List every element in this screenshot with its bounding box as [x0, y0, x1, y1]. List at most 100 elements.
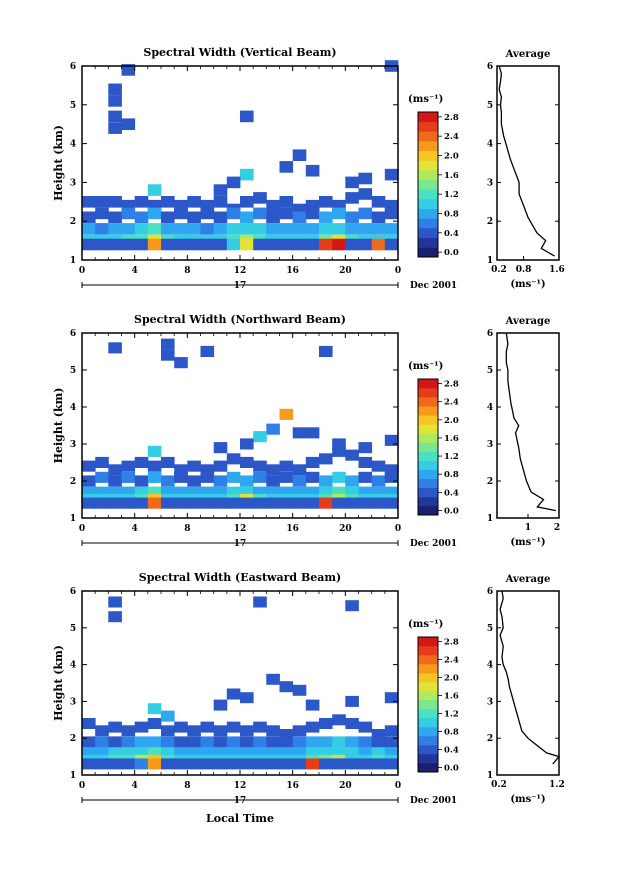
x-tick-label: 16	[286, 266, 299, 276]
colorbar-swatch	[418, 763, 438, 773]
average-profile-line	[498, 65, 555, 257]
heatmap-cell	[147, 460, 162, 472]
heatmap-cell	[200, 238, 215, 251]
heatmap-cell	[108, 486, 122, 498]
x-tick-label: 0	[395, 524, 401, 534]
heatmap-cell	[279, 238, 294, 251]
heatmap-cell	[358, 758, 373, 770]
heatmap-cell	[371, 460, 386, 472]
heatmap-cell	[147, 471, 162, 483]
colorbar-swatch	[418, 237, 438, 248]
colorbar-swatch	[418, 228, 438, 238]
x-tick-label: 4	[132, 524, 138, 534]
average-x-tick-label: 1.2	[549, 780, 565, 790]
y-tick-label: 3	[70, 178, 76, 188]
heatmap-cell	[187, 747, 201, 759]
heatmap-cell	[82, 747, 96, 759]
heatmap-cell	[213, 184, 228, 196]
heatmap-cell	[161, 456, 175, 468]
heatmap-cell	[319, 736, 333, 748]
date-label: 17	[234, 281, 247, 291]
heatmap-cell	[147, 207, 162, 220]
heatmap-cell	[358, 486, 373, 498]
heatmap-cell	[266, 223, 280, 235]
y-tick-label: 4	[70, 140, 76, 150]
heatmap-cell	[134, 486, 149, 498]
average-title: Average	[505, 574, 551, 585]
heatmap-cell	[345, 695, 359, 707]
average-y-tick-label: 6	[487, 587, 493, 597]
colorbar-swatch	[418, 460, 438, 470]
heatmap-cell	[108, 342, 122, 354]
average-y-tick-label: 5	[487, 101, 493, 111]
heatmap-cell	[82, 223, 96, 235]
heatmap-cell	[226, 497, 241, 509]
heatmap-cell	[345, 223, 359, 235]
colorbar-tick-label: 2.0	[444, 152, 459, 162]
colorbar-tick-label: 0.8	[444, 470, 459, 480]
heatmap-cell	[226, 471, 241, 483]
heatmap-cell	[292, 684, 307, 696]
heatmap-cell	[108, 122, 122, 134]
colorbar-swatch	[418, 131, 438, 142]
heatmap-cell	[345, 176, 359, 189]
heatmap-cell	[95, 736, 109, 748]
heatmap-cell	[371, 211, 386, 224]
heatmap-cell	[226, 747, 241, 759]
heatmap-cell	[253, 758, 267, 770]
heatmap-cell	[134, 736, 149, 748]
heatmap-cell	[95, 725, 109, 737]
heatmap-cell	[95, 758, 109, 770]
colorbar-swatch	[418, 397, 438, 407]
heatmap-cell	[174, 471, 188, 483]
heatmap-cell	[200, 721, 215, 733]
heatmap-cell	[332, 497, 346, 509]
heatmap-cell	[319, 223, 333, 235]
heatmap-cell	[305, 699, 320, 711]
heatmap-cell	[384, 464, 399, 476]
heatmap-cell	[305, 758, 320, 770]
heatmap-cell	[358, 456, 373, 468]
heatmap-cell	[332, 445, 346, 457]
heatmap-cell	[332, 736, 346, 748]
heatmap-cell	[226, 223, 241, 235]
heatmap-cell	[161, 338, 175, 350]
heatmap-cell	[358, 471, 373, 483]
average-frame	[496, 65, 560, 261]
heatmap-cell	[82, 238, 96, 251]
heatmap-cell	[147, 184, 162, 196]
x-tick-label: 16	[286, 781, 299, 791]
heatmap-cell	[292, 427, 307, 439]
heatmap-cell	[187, 211, 201, 224]
heatmap-cell	[213, 497, 228, 509]
colorbar-swatch	[418, 415, 438, 425]
heatmap-cell	[134, 456, 149, 468]
colorbar-swatch	[418, 637, 438, 647]
colorbar-tick-label: 0.8	[444, 210, 459, 220]
heatmap-cell	[332, 438, 346, 450]
heatmap-cell	[213, 747, 228, 759]
x-tick-label: 16	[286, 524, 299, 534]
heatmap-cell	[292, 464, 307, 476]
heatmap-cell	[371, 223, 386, 235]
heatmap-cell	[240, 725, 254, 737]
average-y-tick-label: 6	[487, 62, 493, 72]
heatmap-cell	[240, 692, 254, 704]
colorbar-swatch	[418, 736, 438, 746]
heatmap-cell	[345, 747, 359, 759]
heatmap-cell	[240, 486, 254, 498]
colorbar-tick-label: 2.8	[444, 113, 459, 123]
heatmap-cell	[279, 207, 294, 220]
colorbar-swatch	[418, 496, 438, 507]
heatmap-cell	[305, 456, 320, 468]
y-tick-label: 3	[70, 440, 76, 450]
x-tick-label: 0	[79, 781, 85, 791]
heatmap-cell	[161, 497, 175, 509]
y-axis-label: Height (km)	[52, 645, 65, 721]
heatmap-cell	[384, 736, 399, 748]
x-tick-label: 8	[184, 781, 190, 791]
heatmap-cell	[161, 758, 175, 770]
x-tick-label: 8	[184, 266, 190, 276]
heatmap-cell	[384, 758, 399, 770]
heatmap-cell	[200, 207, 215, 220]
